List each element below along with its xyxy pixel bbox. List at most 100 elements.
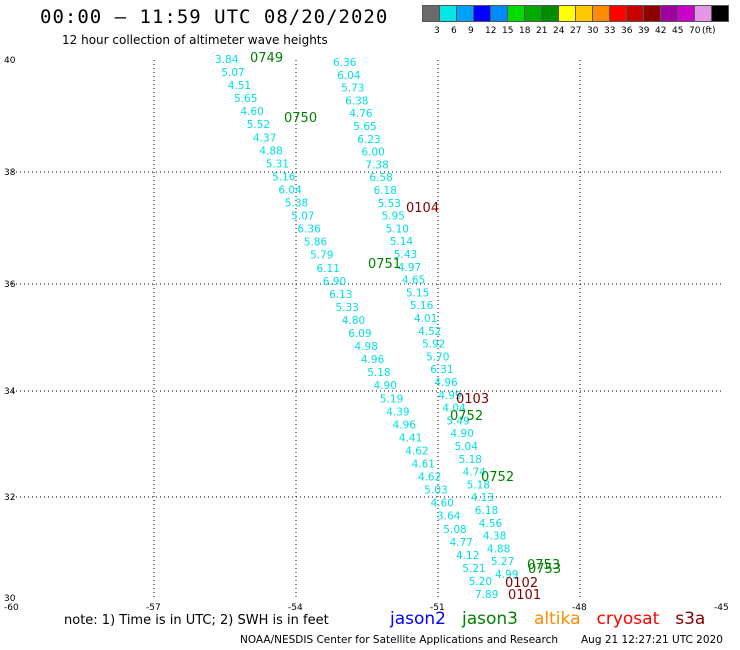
pass-label: 0751: [368, 257, 401, 272]
lat-tick-label: 36: [4, 280, 16, 290]
wave-height-value: 4.41: [399, 432, 422, 444]
wave-height-value: 5.16: [272, 171, 296, 183]
pass-label: 0753: [527, 558, 560, 573]
wave-height-value: 4.51: [228, 80, 251, 92]
wave-height-value: 6.23: [357, 134, 380, 146]
wave-height-value: 5.16: [410, 300, 434, 312]
satellite-legend-item: cryosat: [596, 609, 660, 629]
timestamp-text: Aug 21 12:27:21 UTC 2020: [581, 634, 723, 646]
pass-labels: 0749075001040751010307520752075307530102…: [250, 51, 561, 603]
wave-height-value: 4.97: [398, 262, 421, 274]
wave-height-value: 6.36: [297, 224, 321, 236]
color-scale-label: 18: [519, 26, 531, 36]
wave-height-value: 4.60: [240, 106, 263, 118]
wave-height-value: 5.95: [382, 211, 405, 223]
wave-height-value: 5.31: [266, 158, 289, 170]
wave-height-value: 6.09: [348, 328, 371, 340]
color-scale-label: 42: [655, 26, 667, 36]
color-scale-label: 9: [468, 26, 474, 36]
satellite-legend-item: jason3: [462, 609, 518, 629]
color-scale-label: 33: [604, 26, 616, 36]
wave-height-value: 6.00: [361, 147, 384, 159]
wave-height-value: 4.62: [418, 472, 441, 484]
wave-height-value: 6.90: [323, 276, 346, 288]
color-scale-label: 12: [485, 26, 497, 36]
wave-height-value: 4.76: [349, 108, 373, 120]
color-scale-labels: 3 6 9 12 15 18 21 24 27 30 33 36 39 42 45 70 (ft): [422, 24, 728, 36]
wave-height-value: 5.14: [390, 236, 414, 248]
wave-height-value: 4.37: [253, 132, 276, 144]
lat-tick-label: 30: [4, 594, 16, 604]
wave-height-value: 5.27: [491, 556, 514, 568]
wave-height-value: 5.21: [462, 563, 485, 575]
pass-label: 0749: [250, 51, 283, 66]
map-grid: [11, 59, 723, 599]
wave-height-value: 4.12: [456, 550, 479, 562]
wave-height-value: 3.84: [215, 54, 239, 66]
satellite-legend-item: jason2: [390, 609, 446, 629]
wave-height-value: 5.52: [247, 119, 270, 131]
wave-height-value: 4.96: [361, 354, 385, 366]
color-scale-label: 30: [587, 26, 599, 36]
wave-height-value: 3.64: [437, 511, 461, 523]
wave-height-value: 4.13: [471, 492, 494, 504]
wave-height-value: 4.39: [386, 406, 409, 418]
wave-height-value: 6.58: [369, 172, 392, 184]
color-scale-label: 27: [570, 26, 582, 36]
page-subtitle: 12 hour collection of altimeter wave hei…: [62, 33, 328, 47]
color-scale-label: 24: [553, 26, 565, 36]
color-scale-label: 45: [672, 26, 684, 36]
wave-height-value: 5.43: [394, 249, 417, 261]
pass-label: 0101: [508, 588, 541, 603]
wave-height-value: 6.04: [337, 70, 361, 82]
wave-height-value: 4.52: [418, 326, 441, 338]
wave-height-value: 5.53: [378, 198, 401, 210]
pass-label: 0752: [481, 470, 514, 485]
color-scale-swatches: [422, 5, 729, 24]
pass-label: 0750: [284, 111, 317, 126]
color-swatch: [711, 5, 729, 22]
lat-tick-label: 38: [4, 168, 16, 178]
wave-height-value: 6.04: [278, 185, 302, 197]
pass-label: 0753: [528, 562, 561, 577]
wave-height-value: 5.20: [469, 576, 492, 588]
color-scale-label: (ft): [702, 26, 716, 36]
lon-tick-label: -57: [146, 603, 161, 613]
axis-labels: 40 38 36 34 32 30-60 -57 -54 -51 -48 -45: [4, 56, 729, 613]
track-a: 3.845.074.515.654.605.524.374.885.315.16…: [215, 54, 498, 601]
wave-height-value: 4.98: [355, 341, 378, 353]
wave-height-value: 4.88: [259, 145, 282, 157]
lat-tick-label: 34: [4, 387, 16, 397]
wave-height-value: 4.65: [402, 275, 425, 287]
wave-height-value: 4.77: [450, 537, 473, 549]
satellite-legend-item: altika: [534, 609, 581, 629]
wave-height-value: 4.01: [414, 313, 437, 325]
wave-height-value: 5.38: [285, 198, 308, 210]
wave-height-value: 5.07: [291, 211, 314, 223]
wave-height-value: 4.61: [412, 459, 435, 471]
lat-tick-label: 32: [4, 493, 15, 503]
wave-height-value: 4.62: [405, 446, 428, 458]
wave-height-value: 4.99: [438, 390, 461, 402]
color-scale-label: 3: [434, 26, 440, 36]
credit-text: NOAA/NESDIS Center for Satellite Applica…: [240, 634, 558, 646]
wave-height-value: 4.60: [431, 498, 454, 510]
wave-height-value: 5.19: [380, 393, 403, 405]
wave-height-value: 4.88: [487, 543, 510, 555]
color-scale-label: 36: [621, 26, 633, 36]
wave-height-value: 5.18: [367, 367, 390, 379]
color-scale-label: 39: [638, 26, 650, 36]
wave-height-value: 5.07: [221, 67, 244, 79]
wave-height-value: 4.56: [479, 518, 503, 530]
wave-height-value: 5.70: [426, 351, 449, 363]
wave-height-value: 4.74: [463, 467, 487, 479]
wave-height-value: 4.90: [374, 380, 397, 392]
wave-height-value: 5.79: [310, 250, 333, 262]
wave-height-value: 5.03: [424, 485, 447, 497]
track-b: 6.366.045.736.384.765.656.236.007.386.58…: [333, 57, 518, 581]
wave-height-value: 4.90: [450, 428, 473, 440]
color-scale: 3 6 9 12 15 18 21 24 27 30 33 36 39 42 45 70 (ft): [422, 5, 729, 36]
wave-height-value: 6.38: [345, 95, 368, 107]
lon-tick-label: -54: [288, 603, 303, 613]
wave-height-value: 7.38: [365, 159, 388, 171]
